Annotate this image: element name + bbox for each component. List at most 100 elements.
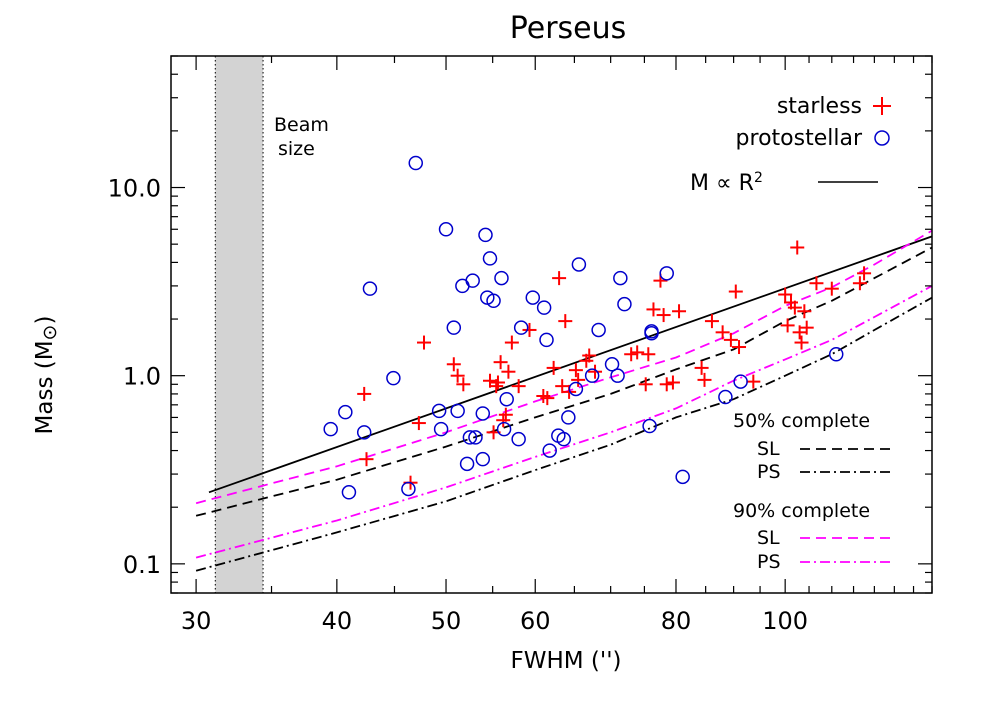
legend-relation-text: M ∝ R <box>690 171 754 196</box>
protostellar-point <box>482 251 498 266</box>
protostellar-point <box>675 469 690 485</box>
protostellar-point <box>386 370 401 386</box>
starless-point <box>489 379 504 394</box>
y-axis-title-close: ) <box>32 316 58 325</box>
starless-point <box>732 340 747 355</box>
protostellar-point <box>571 257 587 272</box>
data-points <box>323 155 872 500</box>
y-axis-title: Mass (M⊙) <box>32 316 61 435</box>
protostellar-point <box>468 430 483 445</box>
starless-point <box>641 347 656 362</box>
protostellar-point <box>341 485 357 500</box>
protostellar-point <box>513 320 529 335</box>
protostellar-point <box>496 421 512 437</box>
starless-point <box>715 325 730 340</box>
starless-point <box>694 360 709 375</box>
protostellar-point <box>486 293 501 309</box>
protostellar-point <box>642 418 657 434</box>
starless-point <box>787 300 802 315</box>
protostellar-point <box>568 381 584 397</box>
protostellar-point <box>465 273 480 288</box>
starless-point <box>490 375 505 390</box>
completeness-lines <box>195 229 933 572</box>
starless-point <box>746 374 761 389</box>
starless-point <box>630 345 645 360</box>
starless-point <box>656 308 671 323</box>
x-axis-title: FWHM ('') <box>510 648 621 674</box>
protostellar-point <box>584 368 600 383</box>
starless-point <box>697 372 712 387</box>
y-axis-title-text: Mass (M <box>32 340 58 434</box>
starless-point <box>540 391 555 406</box>
x-tick-label: 30 <box>181 607 212 635</box>
starless-point <box>568 363 583 378</box>
protostellar-point <box>733 374 748 389</box>
starless-point <box>411 416 426 431</box>
starless-point <box>857 266 872 281</box>
protostellar-point <box>446 320 462 335</box>
starless-point <box>723 332 738 347</box>
starless-point <box>624 347 639 362</box>
complete50-label: 50% complete <box>733 410 870 432</box>
chart-title: Perseus <box>510 11 627 46</box>
protostellar-point <box>525 290 541 305</box>
protostellar-point <box>356 425 372 440</box>
starless-point <box>522 322 537 337</box>
starless-point <box>571 372 586 387</box>
plot-frame <box>170 55 933 594</box>
protostellar-point <box>459 456 475 472</box>
starless-point <box>588 364 603 379</box>
protostellar-point <box>539 332 554 348</box>
starless-point <box>359 452 374 467</box>
protostellar-point <box>431 403 447 419</box>
protostellar-point <box>362 281 378 296</box>
x-tick-label: 40 <box>322 607 353 635</box>
curve-m-r- <box>208 235 933 494</box>
protostellar-point <box>338 404 353 420</box>
sun-symbol: ⊙ <box>39 325 61 341</box>
starless-point <box>417 335 432 350</box>
y-tick-label: 0.1 <box>123 551 161 579</box>
complete90-label: 90% complete <box>733 500 870 522</box>
starless-point <box>511 379 526 394</box>
protostellar-point <box>408 155 424 171</box>
starless-point <box>824 281 839 296</box>
x-tick-label: 60 <box>520 607 551 635</box>
protostellar-point <box>617 296 632 312</box>
protostellar-point <box>478 227 493 243</box>
protostellar-point <box>433 421 449 437</box>
protostellar-point <box>494 270 509 286</box>
starless-point <box>780 318 795 333</box>
protostellar-point <box>718 389 733 405</box>
y-tick-label: 1.0 <box>123 363 161 391</box>
legend-protostellar-marker <box>874 130 890 146</box>
starless-point <box>659 377 674 392</box>
starless-point <box>794 335 809 350</box>
protostellar-point <box>828 346 844 362</box>
starless-point <box>498 407 513 422</box>
starless-point <box>790 240 805 255</box>
protostellar-point <box>542 443 557 458</box>
starless-point <box>672 304 687 319</box>
starless-point <box>638 377 653 392</box>
starless-point <box>493 355 508 370</box>
starless-point <box>555 379 570 394</box>
x-tick-label: 100 <box>762 607 808 635</box>
protostellar-point <box>462 430 478 445</box>
starless-point <box>792 325 807 340</box>
protostellar-point <box>438 222 454 237</box>
beam-label-line1: Beam <box>274 114 329 136</box>
protostellar-point <box>613 270 628 286</box>
starless-point <box>501 364 516 379</box>
protostellar-point <box>561 410 576 425</box>
protostellar-point <box>644 326 659 341</box>
starless-point <box>456 377 471 392</box>
curve-50-complete-ps <box>195 296 933 572</box>
protostellar-point <box>450 403 465 419</box>
protostellar-point <box>610 368 625 383</box>
protostellar-point <box>604 357 620 372</box>
starless-point <box>558 314 573 329</box>
starless-point <box>450 368 465 383</box>
legend-starless-label: starless <box>777 94 862 119</box>
